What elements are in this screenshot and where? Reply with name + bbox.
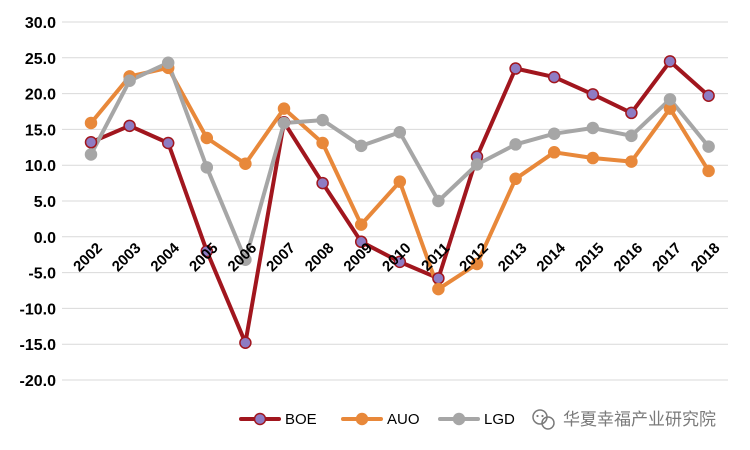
data-point-boe	[239, 336, 252, 350]
data-point-lgd	[239, 253, 252, 266]
y-tick-label: 10.0	[25, 158, 56, 175]
x-tick-label: 2006	[225, 240, 261, 276]
data-point-auo	[393, 175, 407, 188]
data-point-lgd	[200, 161, 214, 174]
data-point-lgd	[625, 129, 638, 143]
data-point-boe	[393, 255, 407, 269]
legend-label: LGD	[484, 411, 515, 428]
data-point-lgd	[316, 113, 329, 127]
data-point-auo	[702, 164, 715, 178]
data-point-lgd	[432, 194, 445, 208]
data-point-lgd	[277, 116, 291, 130]
x-tick-label: 2014	[533, 239, 569, 275]
x-tick-label: 2007	[263, 240, 299, 276]
y-tick-label: -10.0	[20, 301, 57, 318]
data-point-lgd	[470, 158, 484, 171]
x-axis: 2002 2003 2004 2005 2006 2007 2008 2009 2010 2011…	[70, 239, 723, 275]
x-tick-label: 2004	[147, 239, 183, 275]
wechat-icon	[532, 409, 555, 430]
data-point-boe	[509, 62, 522, 75]
legend-marker	[253, 412, 267, 426]
y-tick-label: -5.0	[28, 266, 56, 283]
data-point-lgd	[509, 138, 522, 151]
data-point-lgd	[393, 126, 407, 139]
data-point-boe	[663, 55, 677, 68]
data-point-boe	[316, 176, 329, 190]
watermark-text: 华夏幸福产业研究院	[563, 410, 716, 430]
data-point-lgd	[84, 148, 98, 161]
series-markers	[84, 55, 715, 350]
watermark: 华夏幸福产业研究院	[532, 409, 716, 430]
data-point-auo	[470, 257, 484, 271]
data-point-boe	[123, 119, 136, 133]
y-tick-label: 30.0	[25, 15, 56, 32]
legend-item-lgd: LGD	[438, 411, 515, 428]
y-tick-label: 25.0	[25, 51, 56, 68]
data-point-lgd	[161, 56, 175, 70]
data-point-auo	[547, 146, 561, 159]
y-tick-label: 20.0	[25, 87, 56, 104]
data-point-lgd	[586, 121, 600, 135]
legend: BOE AUO LGD	[239, 411, 515, 428]
x-tick-label: 2016	[611, 240, 647, 276]
data-point-auo	[509, 172, 522, 186]
data-point-auo	[432, 282, 445, 296]
legend-marker	[452, 412, 466, 426]
data-point-auo	[239, 157, 252, 171]
gridlines	[62, 21, 728, 381]
legend-item-boe: BOE	[239, 411, 317, 428]
y-tick-label: 0.0	[34, 230, 56, 247]
x-tick-label: 2008	[302, 240, 338, 276]
data-point-lgd	[702, 140, 715, 153]
data-point-boe	[432, 272, 445, 285]
y-tick-label: 5.0	[34, 194, 56, 211]
data-point-auo	[200, 131, 214, 145]
legend-marker	[355, 412, 369, 426]
legend-label: BOE	[285, 411, 317, 428]
data-point-boe	[702, 89, 715, 102]
x-tick-label: 2018	[688, 240, 724, 276]
data-point-auo	[586, 151, 600, 165]
series-lines	[89, 59, 711, 345]
data-point-auo	[277, 102, 291, 115]
data-point-boe	[586, 88, 600, 101]
x-tick-label: 2003	[109, 240, 145, 276]
data-point-auo	[84, 116, 98, 130]
x-tick-label: 2010	[379, 240, 415, 276]
data-point-lgd	[663, 93, 677, 106]
data-point-auo	[316, 136, 329, 150]
data-point-boe	[354, 235, 368, 249]
data-point-boe	[200, 244, 214, 258]
y-axis: 30.0 25.0 20.0 15.0 10.0 5.0 0.0 -5.0 -10.0 -15.0…	[20, 15, 57, 390]
data-point-auo	[625, 155, 638, 168]
y-tick-label: -15.0	[20, 337, 57, 354]
y-tick-label: -20.0	[20, 373, 57, 390]
data-point-boe	[84, 136, 98, 149]
x-tick-label: 2017	[649, 240, 685, 276]
legend-label: AUO	[387, 411, 420, 428]
x-tick-label: 2002	[70, 240, 106, 276]
x-tick-label: 2013	[495, 240, 531, 276]
legend-item-auo: AUO	[341, 411, 420, 428]
y-tick-label: 15.0	[25, 122, 56, 139]
x-tick-label: 2015	[572, 240, 608, 276]
data-point-boe	[625, 106, 638, 120]
data-point-lgd	[547, 127, 561, 140]
data-point-auo	[354, 218, 368, 231]
data-point-lgd	[123, 74, 136, 87]
data-point-boe	[161, 136, 175, 150]
data-point-boe	[547, 70, 561, 84]
data-point-lgd	[354, 139, 368, 153]
